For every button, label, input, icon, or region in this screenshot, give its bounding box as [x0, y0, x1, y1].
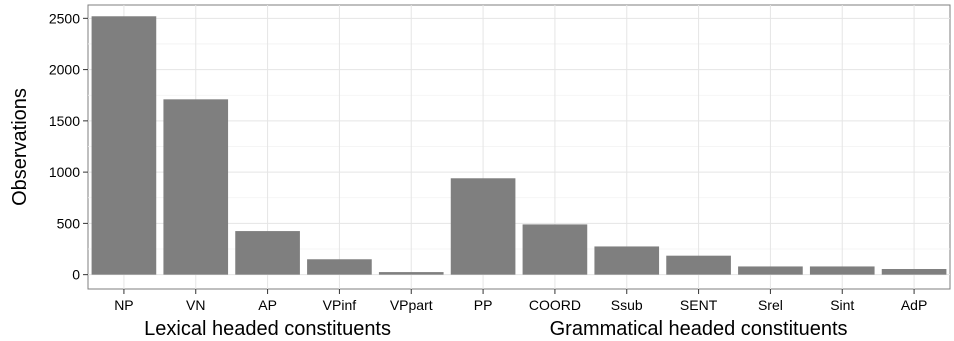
x-tick-label: NP — [114, 297, 133, 313]
y-tick-label: 1000 — [49, 164, 80, 180]
x-tick-label: VN — [186, 297, 205, 313]
x-tick-label: SENT — [680, 297, 718, 313]
y-tick-label: 500 — [57, 215, 81, 231]
x-tick-label: PP — [474, 297, 493, 313]
bar-vn — [163, 99, 229, 275]
bar-vppart — [378, 272, 444, 275]
bar-coord — [522, 224, 588, 275]
bar-sint — [809, 266, 875, 275]
x-axis: NP VN AP VPinf VPpart PP COORD Ssub SENT Srel Sint… — [114, 289, 927, 313]
x-group-label: Grammatical headed constituents — [550, 318, 848, 340]
bar-adp — [881, 269, 947, 275]
bars — [91, 16, 947, 275]
x-tick-label: Ssub — [611, 297, 643, 313]
x-tick-label: COORD — [529, 297, 581, 313]
x-tick-label: VPinf — [323, 297, 357, 313]
y-tick-label: 1500 — [49, 113, 80, 129]
bar-vpinf — [307, 259, 372, 275]
x-tick-label: Sint — [830, 297, 854, 313]
y-axis: 0 500 1000 1500 2000 2500 — [49, 10, 88, 283]
y-axis-title: Observations — [9, 88, 31, 206]
bar-np — [91, 16, 157, 275]
bar-srel — [738, 266, 803, 275]
group-labels: Lexical headed constituents Grammatical h… — [144, 318, 847, 340]
x-tick-label: AdP — [901, 297, 927, 313]
x-tick-label: AP — [258, 297, 277, 313]
bar-ap — [235, 231, 300, 275]
bar-ssub — [594, 246, 660, 275]
y-tick-label: 2500 — [49, 10, 80, 26]
x-tick-label: Srel — [758, 297, 783, 313]
x-tick-label: VPpart — [390, 297, 433, 313]
x-group-label: Lexical headed constituents — [144, 318, 391, 340]
y-tick-label: 2000 — [49, 62, 80, 78]
y-tick-label: 0 — [72, 267, 80, 283]
grid-lines — [88, 5, 950, 289]
plot-panel — [87, 4, 951, 290]
bar-pp — [450, 178, 516, 275]
bar-sent — [666, 255, 731, 275]
